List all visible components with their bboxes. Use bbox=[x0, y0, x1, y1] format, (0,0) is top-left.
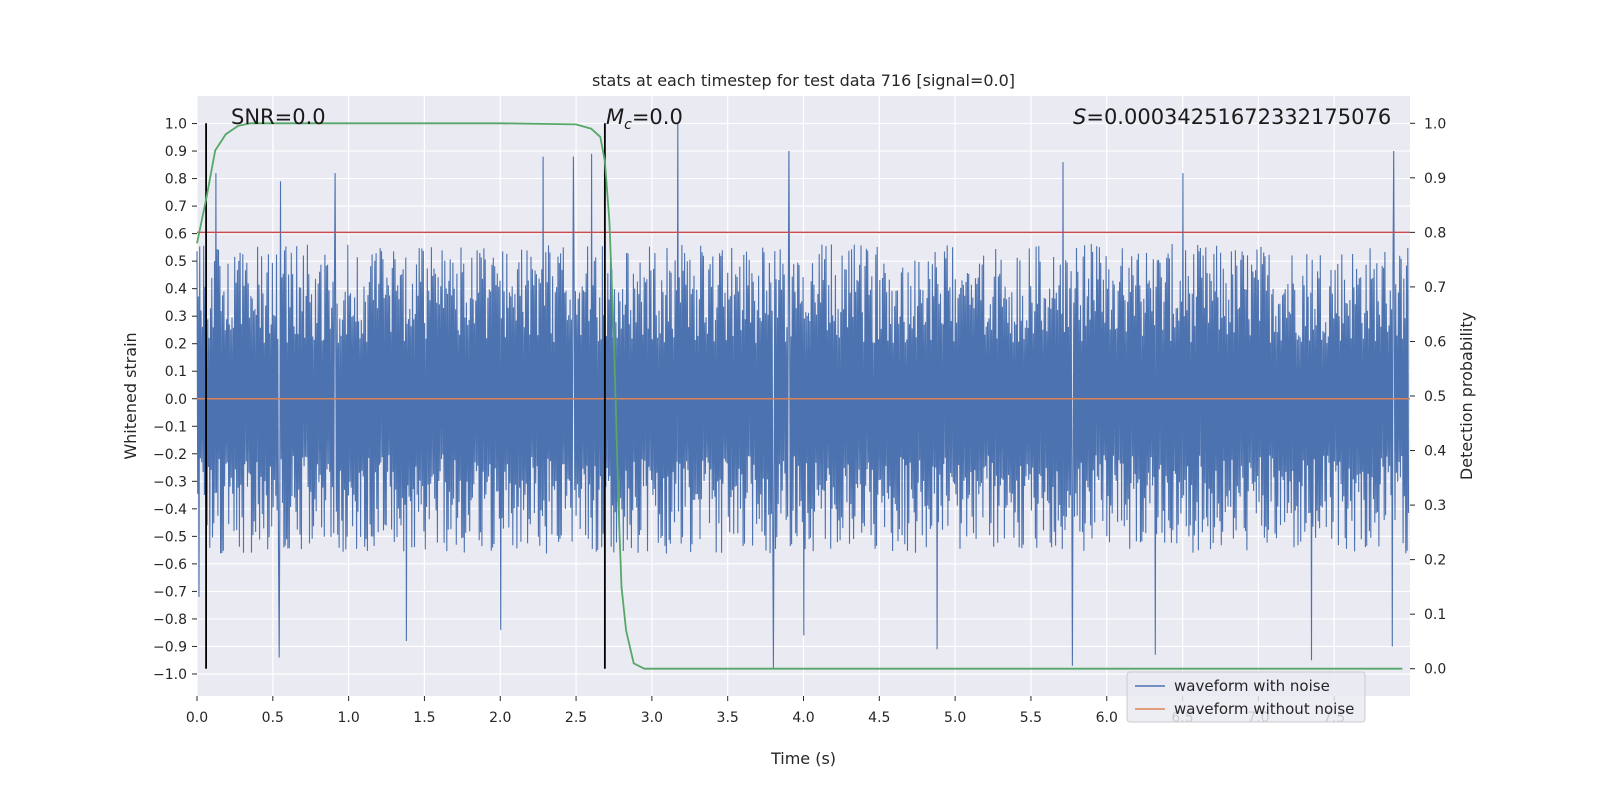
legend-label-waveform-with-noise: waveform with noise bbox=[1174, 677, 1330, 695]
y2-tick-label: 0.1 bbox=[1424, 607, 1446, 623]
score-annotation: S=0.00034251672332175076 bbox=[1073, 105, 1391, 129]
y-tick-label: −1.0 bbox=[153, 667, 187, 683]
legend-box bbox=[1126, 671, 1366, 723]
waveform-with-noise-line bbox=[196, 123, 1410, 669]
x-tick-label: 0.0 bbox=[186, 710, 208, 726]
y-tick-label: −0.3 bbox=[153, 474, 187, 490]
y2-tick-label: 0.6 bbox=[1424, 334, 1446, 350]
x-tick-label: 1.5 bbox=[413, 710, 435, 726]
y-tick-label: 0.4 bbox=[165, 282, 187, 298]
detection-probability-line bbox=[196, 122, 1403, 670]
axes: 0.00.51.01.52.02.53.03.54.04.55.05.56.06… bbox=[153, 116, 1446, 726]
x-tick-label: 6.0 bbox=[1096, 710, 1118, 726]
y-tick-label: −0.5 bbox=[153, 529, 187, 545]
y-tick-label: −0.1 bbox=[153, 419, 187, 435]
y2-tick-label: 0.8 bbox=[1424, 225, 1446, 241]
y2-axis-label: Detection probability bbox=[1457, 312, 1476, 480]
chirp-mass-symbol: M bbox=[606, 105, 624, 129]
y2-tick-label: 0.7 bbox=[1424, 280, 1446, 296]
snr-annotation: SNR=0.0 bbox=[231, 105, 326, 129]
y-axis-label: Whitened strain bbox=[121, 332, 140, 459]
y-tick-label: 0.6 bbox=[165, 227, 187, 243]
y-tick-label: 0.8 bbox=[165, 172, 187, 188]
y-tick-label: 0.1 bbox=[165, 364, 187, 380]
x-tick-label: 4.0 bbox=[792, 710, 814, 726]
y2-tick-label: 0.4 bbox=[1424, 444, 1446, 460]
overlay-layer bbox=[196, 122, 1410, 670]
x-tick-label: 3.5 bbox=[717, 710, 739, 726]
x-tick-label: 1.0 bbox=[337, 710, 359, 726]
y-tick-label: 0.2 bbox=[165, 337, 187, 353]
y-tick-label: −0.4 bbox=[153, 502, 187, 518]
y2-tick-label: 0.5 bbox=[1424, 389, 1446, 405]
x-tick-label: 5.5 bbox=[1020, 710, 1042, 726]
legend-label-waveform-without-noise: waveform without noise bbox=[1174, 700, 1354, 718]
x-tick-label: 0.5 bbox=[262, 710, 284, 726]
x-tick-label: 3.0 bbox=[641, 710, 663, 726]
y-tick-label: 0.0 bbox=[165, 392, 187, 408]
y-tick-label: 0.5 bbox=[165, 254, 187, 270]
x-tick-label: 2.5 bbox=[565, 710, 587, 726]
y2-tick-label: 1.0 bbox=[1424, 116, 1446, 132]
y-tick-label: −0.6 bbox=[153, 557, 187, 573]
y-tick-label: 0.3 bbox=[165, 309, 187, 325]
y-tick-label: 1.0 bbox=[165, 117, 187, 133]
y2-tick-label: 0.3 bbox=[1424, 498, 1446, 514]
legend: waveform with noise waveform without noi… bbox=[1126, 671, 1366, 723]
chirp-mass-value: =0.0 bbox=[632, 105, 683, 129]
y2-tick-label: 0.0 bbox=[1424, 662, 1446, 678]
x-tick-label: 4.5 bbox=[868, 710, 890, 726]
chart-title: stats at each timestep for test data 716… bbox=[592, 71, 1015, 90]
y-tick-label: −0.9 bbox=[153, 639, 187, 655]
y2-tick-label: 0.9 bbox=[1424, 171, 1446, 187]
chirp-mass-annotation: Mc=0.0 bbox=[606, 105, 683, 133]
waveform-with-noise-series bbox=[196, 123, 1410, 669]
x-axis-label: Time (s) bbox=[770, 749, 836, 768]
y-tick-label: 0.7 bbox=[165, 199, 187, 215]
chirp-mass-subscript: c bbox=[624, 117, 632, 133]
y-tick-label: −0.7 bbox=[153, 584, 187, 600]
score-symbol: S bbox=[1073, 105, 1086, 129]
x-tick-label: 5.0 bbox=[944, 710, 966, 726]
y-tick-label: 0.9 bbox=[165, 144, 187, 160]
x-tick-label: 2.0 bbox=[489, 710, 511, 726]
score-value: =0.00034251672332175076 bbox=[1086, 105, 1391, 129]
y-tick-label: −0.2 bbox=[153, 447, 187, 463]
y2-tick-label: 0.2 bbox=[1424, 553, 1446, 569]
y-tick-label: −0.8 bbox=[153, 612, 187, 628]
